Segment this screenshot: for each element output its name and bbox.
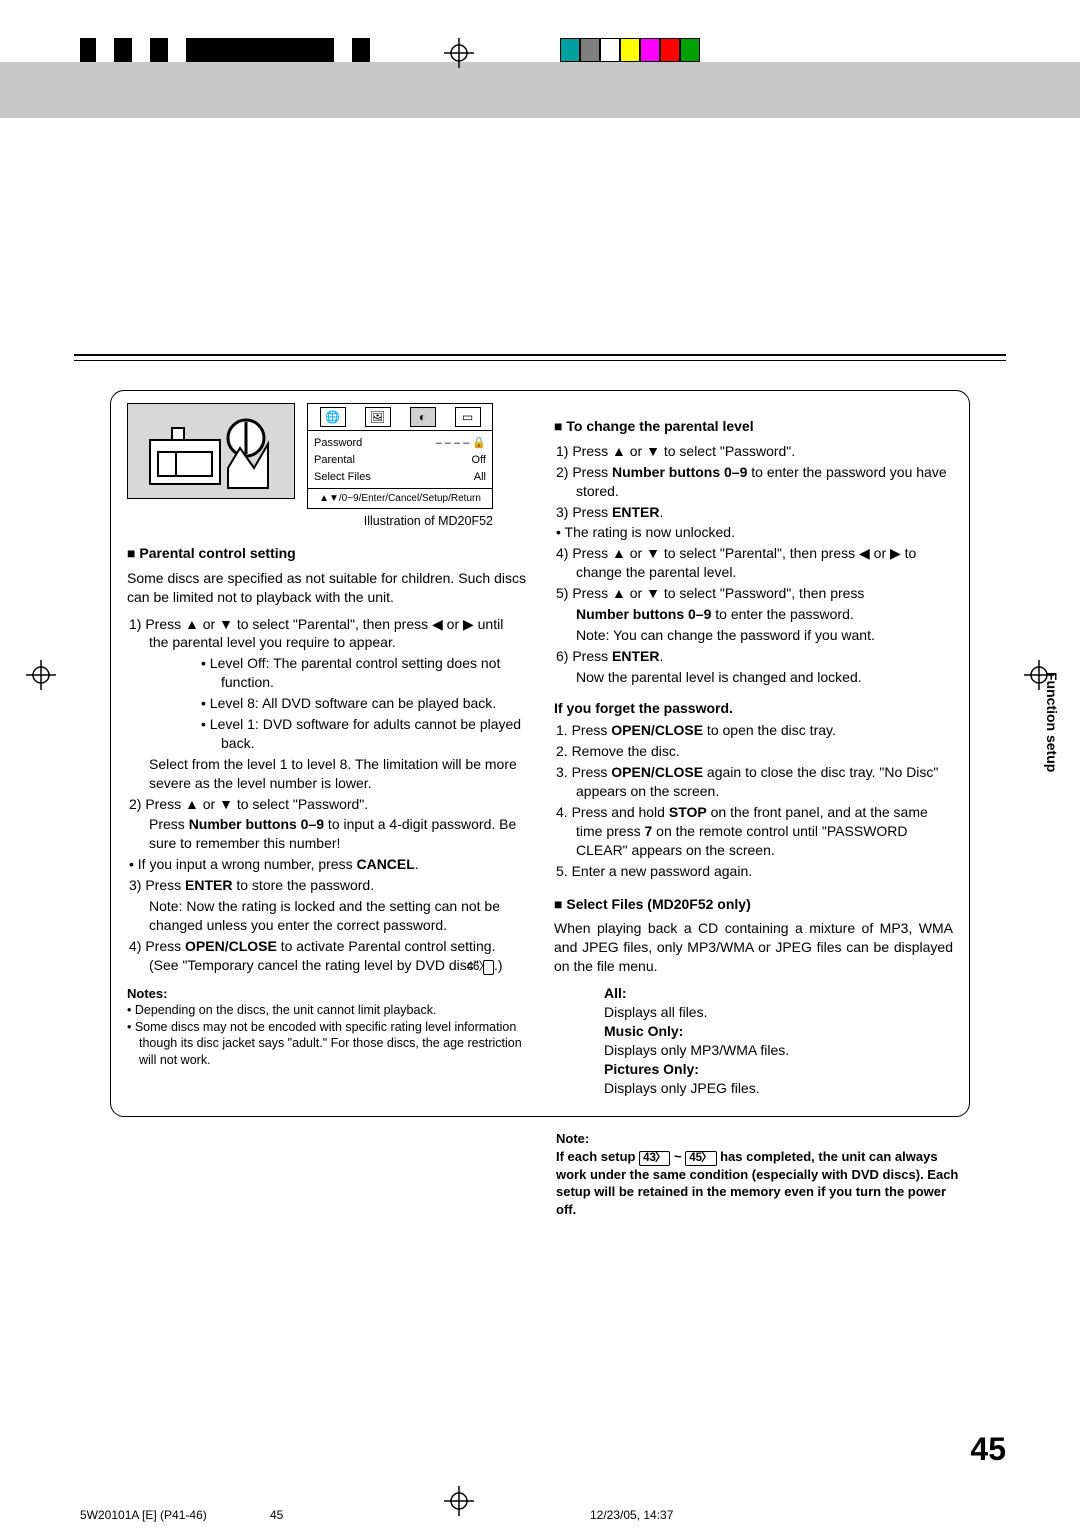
fstep-4: 4. Press and hold STOP on the front pane… <box>556 803 953 860</box>
section-parental-control: Parental control setting <box>127 544 526 563</box>
footer-right: 12/23/05, 14:37 <box>590 1508 673 1522</box>
footer-center: 45 <box>270 1508 283 1522</box>
cstep-6: 6) Press ENTER. <box>556 647 953 666</box>
parental-intro: Some discs are speciﬁed as not suitable … <box>127 569 526 607</box>
cstep-5: 5) Press ▲ or ▼ to select "Password", th… <box>556 584 953 603</box>
level-off: • Level Off: The parental control settin… <box>201 654 526 692</box>
notes-heading: Notes: <box>127 985 526 1003</box>
parental-steps: 1) Press ▲ or ▼ to select "Parental", th… <box>129 615 526 975</box>
cstep-5-body: Number buttons 0–9 to enter the password… <box>556 605 953 624</box>
opt-music-desc: Displays only MP3/WMA ﬁles. <box>604 1041 953 1060</box>
right-column: To change the parental level 1) Press ▲ … <box>554 403 953 1098</box>
fstep-5: 5. Enter a new password again. <box>556 862 953 881</box>
level-8: • Level 8: All DVD software can be playe… <box>201 694 526 713</box>
step-1: 1) Press ▲ or ▼ to select "Parental", th… <box>129 615 526 653</box>
color-registration-strip <box>560 38 700 62</box>
cstep-3-sub: • The rating is now unlocked. <box>556 523 953 542</box>
fstep-3: 3. Press OPEN/CLOSE again to close the d… <box>556 763 953 801</box>
step-2: 2) Press ▲ or ▼ to select "Password". <box>129 795 526 814</box>
fstep-1: 1. Press OPEN/CLOSE to open the disc tra… <box>556 721 953 740</box>
cstep-6-sub: Now the parental level is changed and lo… <box>556 668 953 687</box>
crosshair-icon <box>444 38 474 68</box>
left-column: 🌐 🖼 ◐ ▭ Password– – – – 🔒ParentalOffSele… <box>127 403 526 1098</box>
content-frame: 🌐 🖼 ◐ ▭ Password– – – – 🔒ParentalOffSele… <box>110 390 970 1117</box>
step-2-cancel: • If you input a wrong number, press CAN… <box>129 855 526 874</box>
select-files-intro: When playing back a CD containing a mixt… <box>554 919 953 976</box>
section-change-level: To change the parental level <box>554 417 953 436</box>
step-4: 4) Press OPEN/CLOSE to activate Parental… <box>129 937 526 975</box>
osd-menu-box: 🌐 🖼 ◐ ▭ Password– – – – 🔒ParentalOffSele… <box>307 403 493 509</box>
footer-left: 5W20101A [E] (P41-46) <box>80 1508 207 1522</box>
title-rule <box>74 354 1006 356</box>
note-2: • Some discs may not be encoded with spe… <box>127 1019 526 1069</box>
bw-registration-strip <box>80 38 370 62</box>
crosshair-icon <box>26 660 56 690</box>
opt-pictures-desc: Displays only JPEG ﬁles. <box>604 1079 953 1098</box>
osd-menu-rows: Password– – – – 🔒ParentalOffSelect Files… <box>308 431 492 488</box>
step-1-note: Select from the level 1 to level 8. The … <box>129 755 526 793</box>
cstep-1: 1) Press ▲ or ▼ to select "Password". <box>556 442 953 461</box>
settings-illustration <box>127 403 295 499</box>
osd-menu-hint: ▲▼/0~9/Enter/Cancel/Setup/Return <box>308 488 492 509</box>
opt-music-title: Music Only: <box>604 1022 953 1041</box>
illustration-caption: Illustration of MD20F52 <box>307 513 493 530</box>
level-1: • Level 1: DVD software for adults canno… <box>201 715 526 753</box>
osd-menu-tabs: 🌐 🖼 ◐ ▭ <box>308 404 492 431</box>
forget-password-heading: If you forget the password. <box>554 699 953 718</box>
cstep-2: 2) Press Number buttons 0–9 to enter the… <box>556 463 953 501</box>
final-note: Note: If each setup 43 ~ 45 has complete… <box>556 1130 966 1218</box>
section-select-files: Select Files (MD20F52 only) <box>554 895 953 914</box>
opt-all-desc: Displays all ﬁles. <box>604 1003 953 1022</box>
opt-pictures-title: Pictures Only: <box>604 1060 953 1079</box>
notes-list: • Depending on the discs, the unit canno… <box>127 1002 526 1068</box>
picture-icon: 🖼 <box>365 407 391 427</box>
title-rule-thin <box>74 360 1006 361</box>
forget-password-steps: 1. Press OPEN/CLOSE to open the disc tra… <box>556 721 953 880</box>
fstep-2: 2. Remove the disc. <box>556 742 953 761</box>
cstep-5-note: Note: You can change the password if you… <box>556 626 953 645</box>
display-icon: ▭ <box>455 407 481 427</box>
opt-all-title: All: <box>604 984 953 1003</box>
globe-icon: 🌐 <box>320 407 346 427</box>
step-3-note: Note: Now the rating is locked and the s… <box>129 897 526 935</box>
top-gray-band <box>0 62 1080 118</box>
select-files-options: All: Displays all ﬁles. Music Only: Disp… <box>604 984 953 1097</box>
change-level-steps: 1) Press ▲ or ▼ to select "Password". 2)… <box>556 442 953 687</box>
step-2-body: Press Number buttons 0–9 to input a 4-di… <box>129 815 526 853</box>
crosshair-icon <box>444 1486 474 1516</box>
step-3: 3) Press ENTER to store the password. <box>129 876 526 895</box>
cstep-3: 3) Press ENTER. <box>556 503 953 522</box>
audio-tab-icon: ◐ <box>410 407 436 427</box>
page-number: 45 <box>970 1431 1006 1468</box>
note-1: • Depending on the discs, the unit canno… <box>127 1002 526 1019</box>
cstep-4: 4) Press ▲ or ▼ to select "Parental", th… <box>556 544 953 582</box>
crosshair-icon <box>1024 660 1054 690</box>
